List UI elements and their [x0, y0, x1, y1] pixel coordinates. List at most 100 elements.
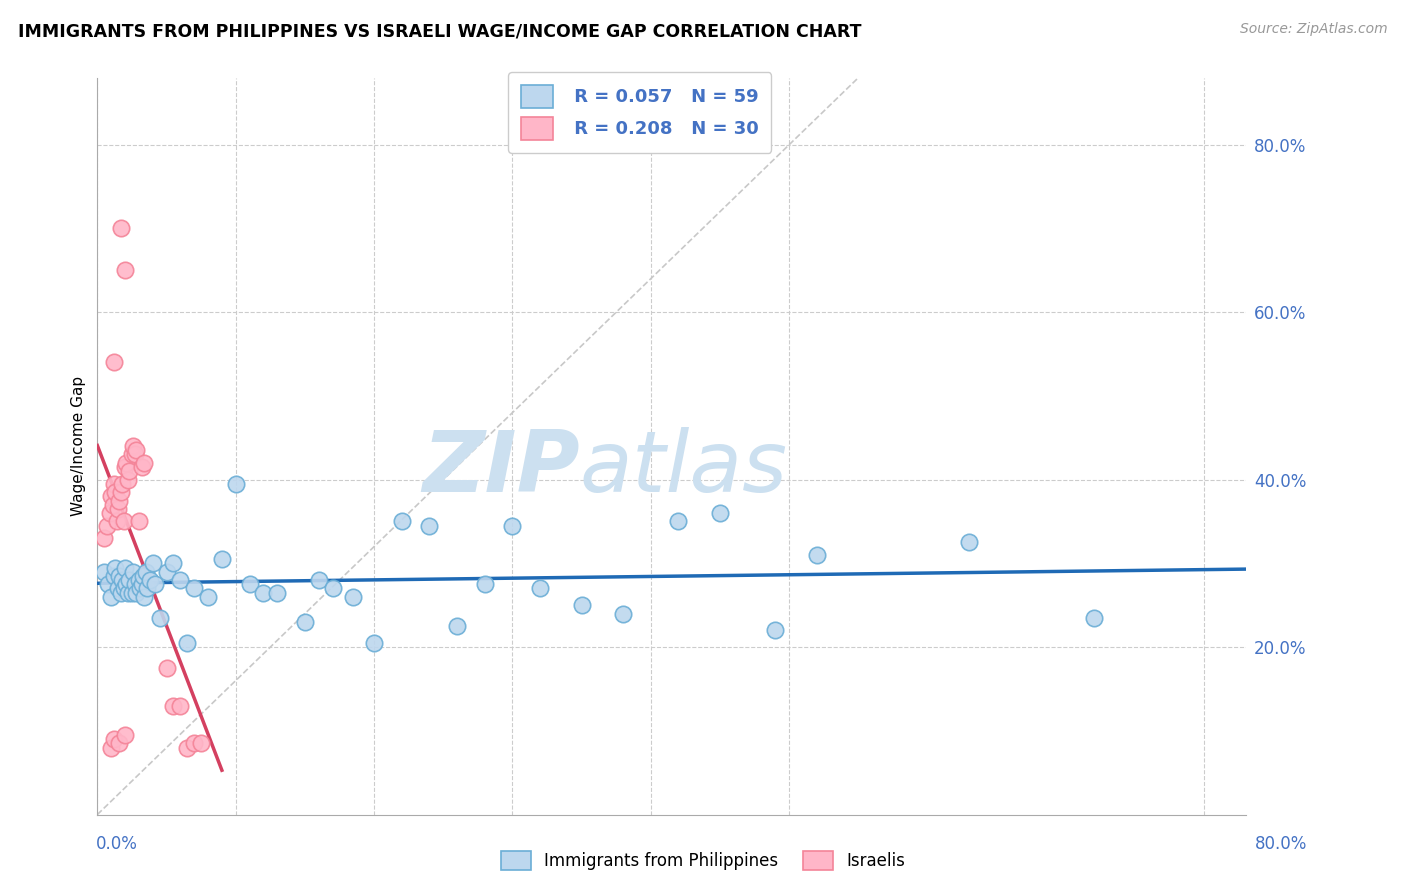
Point — [162, 557, 184, 571]
Point — [136, 582, 159, 596]
Point — [342, 590, 364, 604]
Point — [474, 577, 496, 591]
Point — [128, 573, 150, 587]
Point — [114, 560, 136, 574]
Point — [105, 515, 128, 529]
Point — [190, 736, 212, 750]
Point — [110, 485, 132, 500]
Point — [104, 485, 127, 500]
Point — [112, 515, 135, 529]
Point — [501, 518, 523, 533]
Point — [98, 506, 121, 520]
Point — [391, 515, 413, 529]
Point — [308, 573, 330, 587]
Point — [103, 355, 125, 369]
Point — [108, 493, 131, 508]
Point — [709, 506, 731, 520]
Point — [135, 565, 157, 579]
Point — [107, 582, 129, 596]
Point — [238, 577, 260, 591]
Point — [197, 590, 219, 604]
Point — [183, 582, 205, 596]
Point — [96, 518, 118, 533]
Point — [129, 582, 152, 596]
Point — [169, 573, 191, 587]
Y-axis label: Wage/Income Gap: Wage/Income Gap — [72, 376, 86, 516]
Point — [134, 590, 156, 604]
Point — [112, 582, 135, 596]
Text: Source: ZipAtlas.com: Source: ZipAtlas.com — [1240, 22, 1388, 37]
Point — [139, 573, 162, 587]
Point — [142, 557, 165, 571]
Point — [225, 476, 247, 491]
Point — [145, 577, 167, 591]
Point — [529, 582, 551, 596]
Point — [155, 565, 177, 579]
Point — [571, 598, 593, 612]
Point — [266, 585, 288, 599]
Point — [107, 502, 129, 516]
Point — [117, 585, 139, 599]
Point — [110, 221, 132, 235]
Point — [101, 498, 124, 512]
Point — [155, 661, 177, 675]
Point — [169, 698, 191, 713]
Point — [363, 636, 385, 650]
Point — [118, 464, 141, 478]
Point — [121, 585, 143, 599]
Point — [1083, 611, 1105, 625]
Point — [124, 577, 146, 591]
Point — [124, 448, 146, 462]
Text: 0.0%: 0.0% — [96, 835, 138, 853]
Point — [128, 515, 150, 529]
Point — [104, 560, 127, 574]
Point — [111, 476, 134, 491]
Point — [125, 585, 148, 599]
Point — [149, 611, 172, 625]
Point — [322, 582, 344, 596]
Point — [957, 535, 980, 549]
Point — [114, 263, 136, 277]
Legend:  R = 0.057   N = 59,  R = 0.208   N = 30: R = 0.057 N = 59, R = 0.208 N = 30 — [509, 72, 772, 153]
Point — [252, 585, 274, 599]
Point — [122, 565, 145, 579]
Point — [108, 736, 131, 750]
Point — [122, 439, 145, 453]
Point — [97, 577, 120, 591]
Legend: Immigrants from Philippines, Israelis: Immigrants from Philippines, Israelis — [494, 844, 912, 877]
Text: IMMIGRANTS FROM PHILIPPINES VS ISRAELI WAGE/INCOME GAP CORRELATION CHART: IMMIGRANTS FROM PHILIPPINES VS ISRAELI W… — [18, 22, 862, 40]
Point — [176, 740, 198, 755]
Point — [131, 577, 153, 591]
Point — [115, 577, 138, 591]
Point — [418, 518, 440, 533]
Point — [763, 624, 786, 638]
Text: 80.0%: 80.0% — [1256, 835, 1308, 853]
Point — [93, 531, 115, 545]
Point — [117, 473, 139, 487]
Point — [114, 728, 136, 742]
Point — [125, 443, 148, 458]
Point — [110, 585, 132, 599]
Point — [183, 736, 205, 750]
Point — [93, 565, 115, 579]
Point — [103, 569, 125, 583]
Point — [121, 448, 143, 462]
Text: ZIP: ZIP — [422, 426, 579, 509]
Point — [162, 698, 184, 713]
Text: atlas: atlas — [579, 426, 787, 509]
Point — [100, 489, 122, 503]
Point — [176, 636, 198, 650]
Point — [668, 515, 690, 529]
Point — [118, 573, 141, 587]
Point — [108, 569, 131, 583]
Point — [115, 456, 138, 470]
Point — [806, 548, 828, 562]
Point — [131, 460, 153, 475]
Point — [103, 732, 125, 747]
Point — [134, 456, 156, 470]
Point — [100, 590, 122, 604]
Point — [446, 619, 468, 633]
Point — [211, 552, 233, 566]
Point — [114, 460, 136, 475]
Point — [612, 607, 634, 621]
